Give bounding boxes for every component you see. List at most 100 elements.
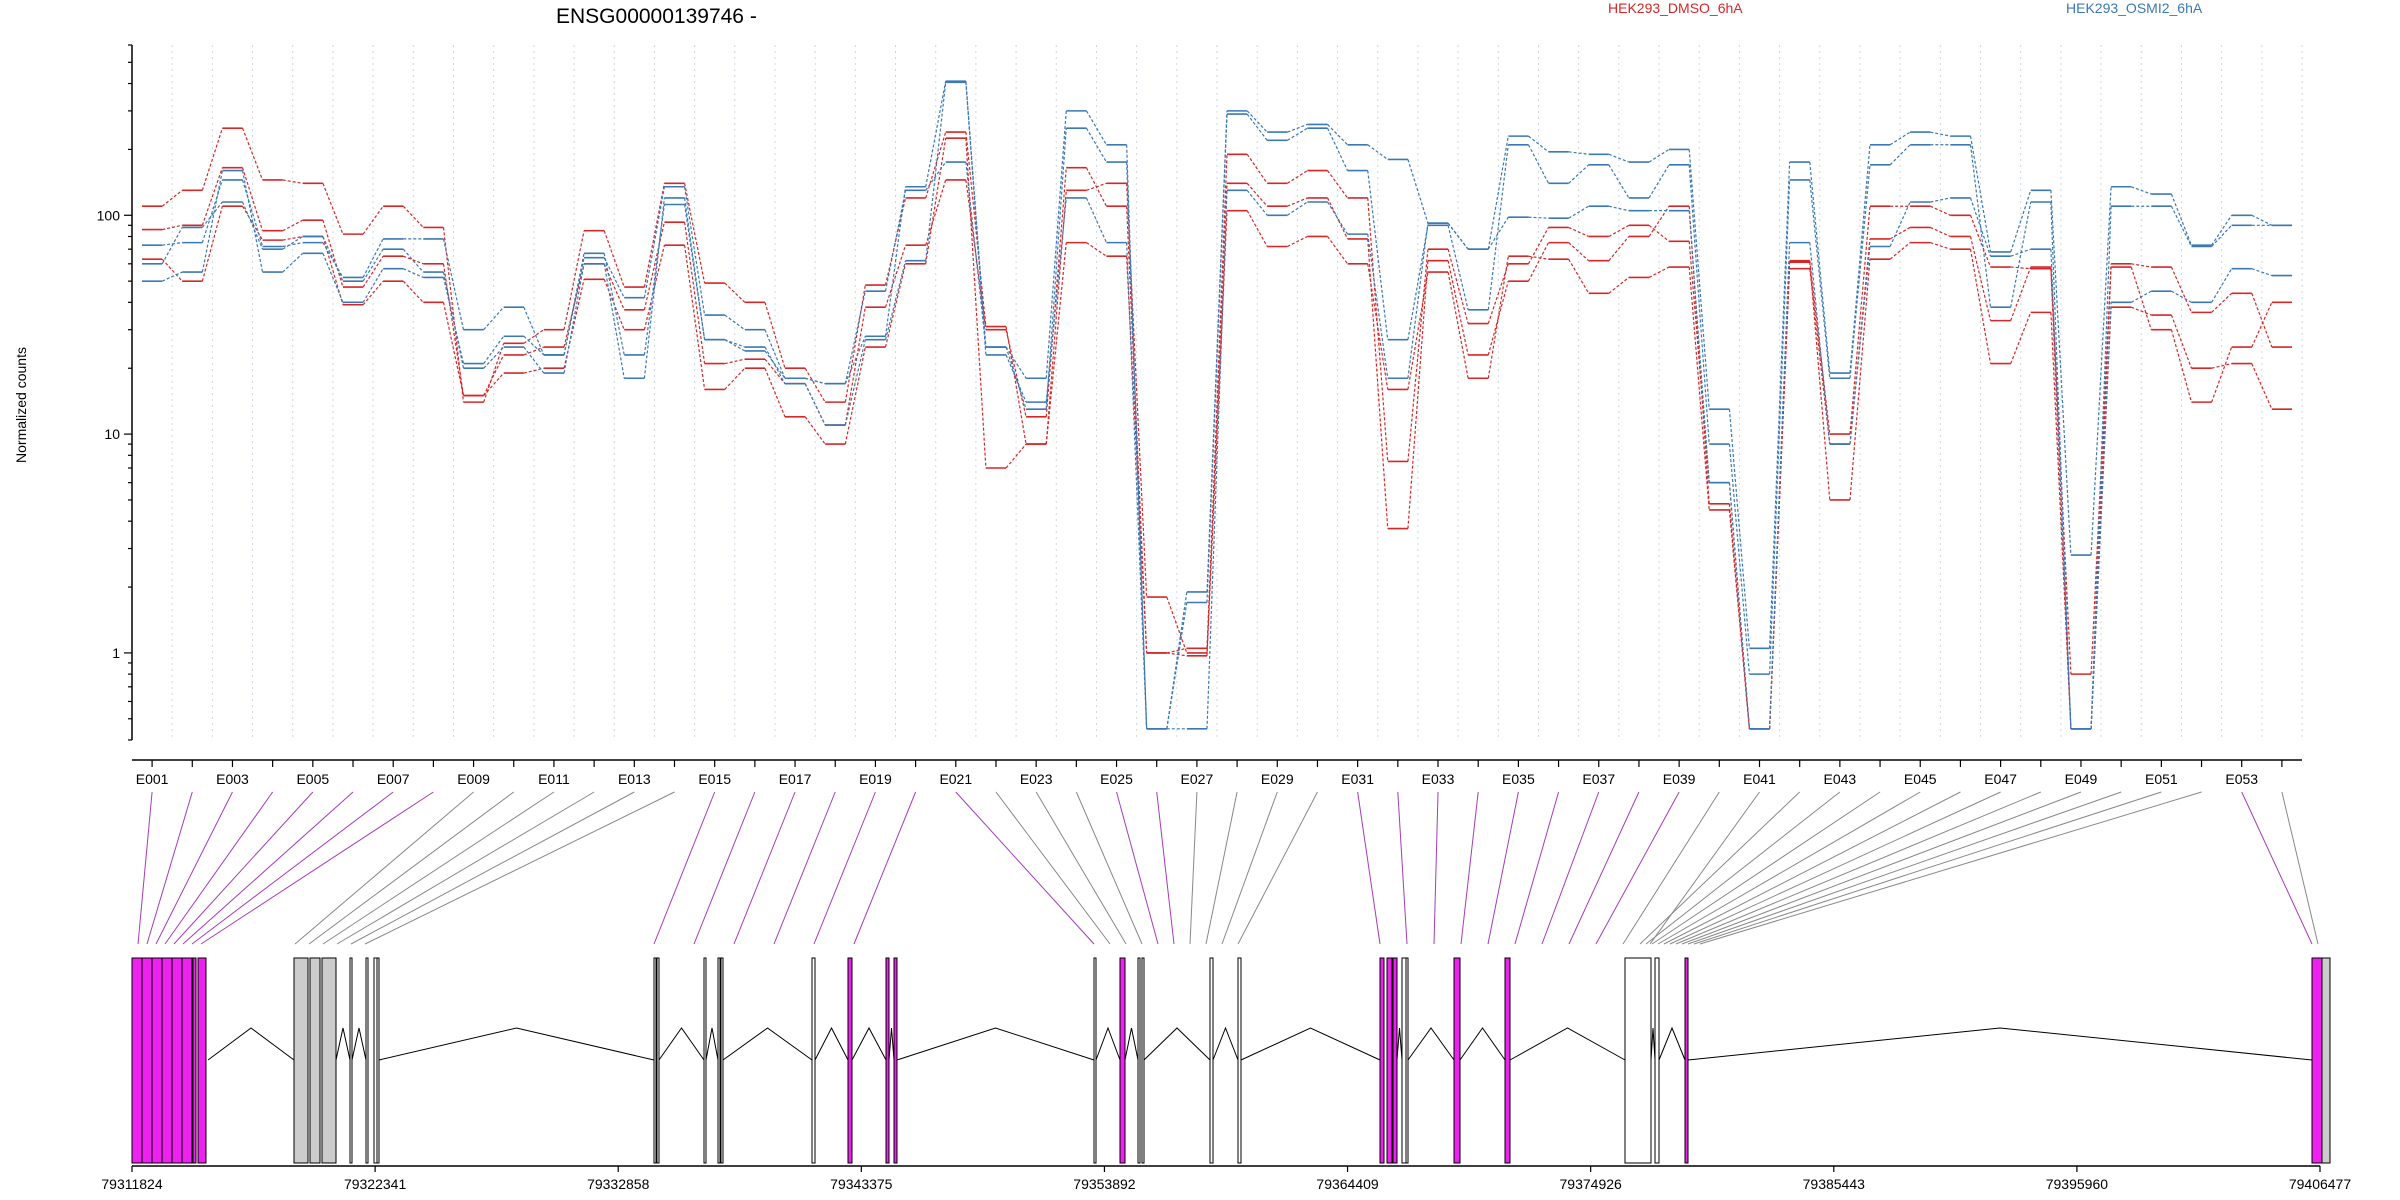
y-axis-label: Normalized counts: [13, 347, 29, 463]
series-2-connector: [1568, 242, 1590, 262]
series-2-connector: [523, 346, 545, 356]
series-4-connector: [1930, 131, 1951, 137]
series-6-connector: [1768, 242, 1791, 729]
series-2-connector: [1527, 242, 1550, 282]
intron-line: [351, 1027, 367, 1061]
series-4-connector: [2131, 186, 2152, 195]
series-6-connector: [1528, 216, 1549, 219]
x-tick-label: E035: [1502, 771, 1535, 787]
exon-box: [2311, 957, 2323, 1164]
series-4-connector: [2050, 190, 2072, 556]
exon-connector: [182, 791, 354, 945]
series-6-connector: [1407, 223, 1429, 379]
exon-connector: [155, 791, 233, 945]
series-1-connector: [1005, 326, 1027, 445]
series-1-connector: [684, 183, 706, 284]
intron-line: [1124, 1027, 1139, 1061]
series-4-connector: [1246, 110, 1268, 133]
series-6-connector: [683, 197, 706, 340]
series-6-connector: [764, 346, 786, 384]
series-6-connector: [282, 235, 304, 250]
series-1-connector: [483, 343, 505, 403]
series-3-connector: [1688, 266, 1710, 511]
series-4-connector: [2010, 190, 2032, 253]
series-2-connector: [1166, 647, 1187, 654]
exon-connector: [1639, 791, 1801, 945]
series-5-connector: [603, 253, 625, 356]
series-5-connector: [844, 291, 866, 384]
series-6-connector: [402, 248, 424, 273]
exon-box: [1386, 957, 1393, 1164]
coordinate-tick-label: 79322341: [344, 1176, 407, 1192]
series-4-connector: [844, 336, 866, 384]
coordinate-tick-label: 79385443: [1803, 1176, 1866, 1192]
exon-box: [811, 957, 816, 1164]
series-5-connector: [965, 162, 987, 348]
series-4-connector: [362, 268, 384, 303]
series-5-connector: [1688, 164, 1710, 445]
series-3-connector: [643, 245, 665, 330]
series-4-connector: [1809, 162, 1831, 374]
series-3-connector: [1889, 242, 1911, 260]
intron-line: [705, 1027, 719, 1061]
exon-connector: [308, 791, 515, 945]
series-6-connector: [1487, 216, 1509, 250]
series-1-connector: [1930, 205, 1951, 216]
series-4-connector: [925, 81, 947, 187]
series-1-connector: [282, 179, 303, 184]
coordinate-tick-label: 79395960: [2046, 1176, 2109, 1192]
exon-connector: [364, 791, 675, 945]
series-5-connector: [1447, 225, 1469, 310]
intron-line: [335, 1027, 351, 1061]
exon-connector: [1541, 791, 1600, 945]
series-6-connector: [2130, 290, 2152, 303]
series-5-connector: [483, 306, 505, 331]
series-3-connector: [483, 372, 505, 396]
x-tick-label: E001: [136, 771, 169, 787]
intron-line: [207, 1027, 295, 1061]
series-3-connector: [1327, 236, 1349, 265]
series-4-connector: [322, 253, 344, 303]
series-1-connector: [1407, 249, 1429, 462]
y-tick-label: 1: [112, 645, 120, 661]
exon-connector: [1221, 791, 1278, 945]
exon-connector: [294, 791, 474, 945]
series-3-connector: [1608, 276, 1630, 294]
y-tick-label: 100: [97, 207, 121, 223]
series-1-connector: [764, 302, 786, 369]
exon-box: [1624, 957, 1652, 1164]
exon-box: [321, 957, 337, 1164]
exon-connector: [1075, 791, 1143, 945]
series-6-connector: [563, 263, 585, 374]
series-3-connector: [1367, 263, 1389, 390]
series-5-connector: [683, 204, 706, 340]
exon-connector: [164, 791, 274, 945]
series-3-connector: [2170, 329, 2193, 403]
series-6-connector: [804, 383, 826, 426]
exon-connector: [1651, 791, 1881, 945]
series-2-connector: [1930, 226, 1951, 238]
series-5-connector: [523, 306, 545, 356]
x-tick-label: E007: [377, 771, 410, 787]
series-6-connector: [2090, 302, 2112, 729]
series-2-connector: [282, 219, 304, 232]
intron-line: [1212, 1026, 1239, 1061]
x-tick-label: E045: [1904, 771, 1937, 787]
series-6-connector: [1327, 201, 1349, 235]
series-5-connector: [1608, 164, 1630, 199]
exon-box: [192, 957, 197, 1164]
series-3-connector: [1447, 271, 1469, 379]
exon-box: [1405, 957, 1409, 1164]
series-3-connector: [442, 302, 465, 396]
series-4-connector: [1889, 131, 1911, 146]
series-4-connector: [1487, 136, 1509, 250]
series-3-connector: [1969, 249, 1992, 364]
x-tick-label: E043: [1824, 771, 1857, 787]
series-2-connector: [241, 167, 264, 231]
x-tick-label: E039: [1663, 771, 1696, 787]
x-tick-label: E023: [1020, 771, 1053, 787]
series-5-connector: [643, 204, 666, 356]
series-3-connector: [1568, 258, 1590, 294]
series-4-connector: [161, 271, 183, 282]
exon-box: [653, 957, 657, 1164]
